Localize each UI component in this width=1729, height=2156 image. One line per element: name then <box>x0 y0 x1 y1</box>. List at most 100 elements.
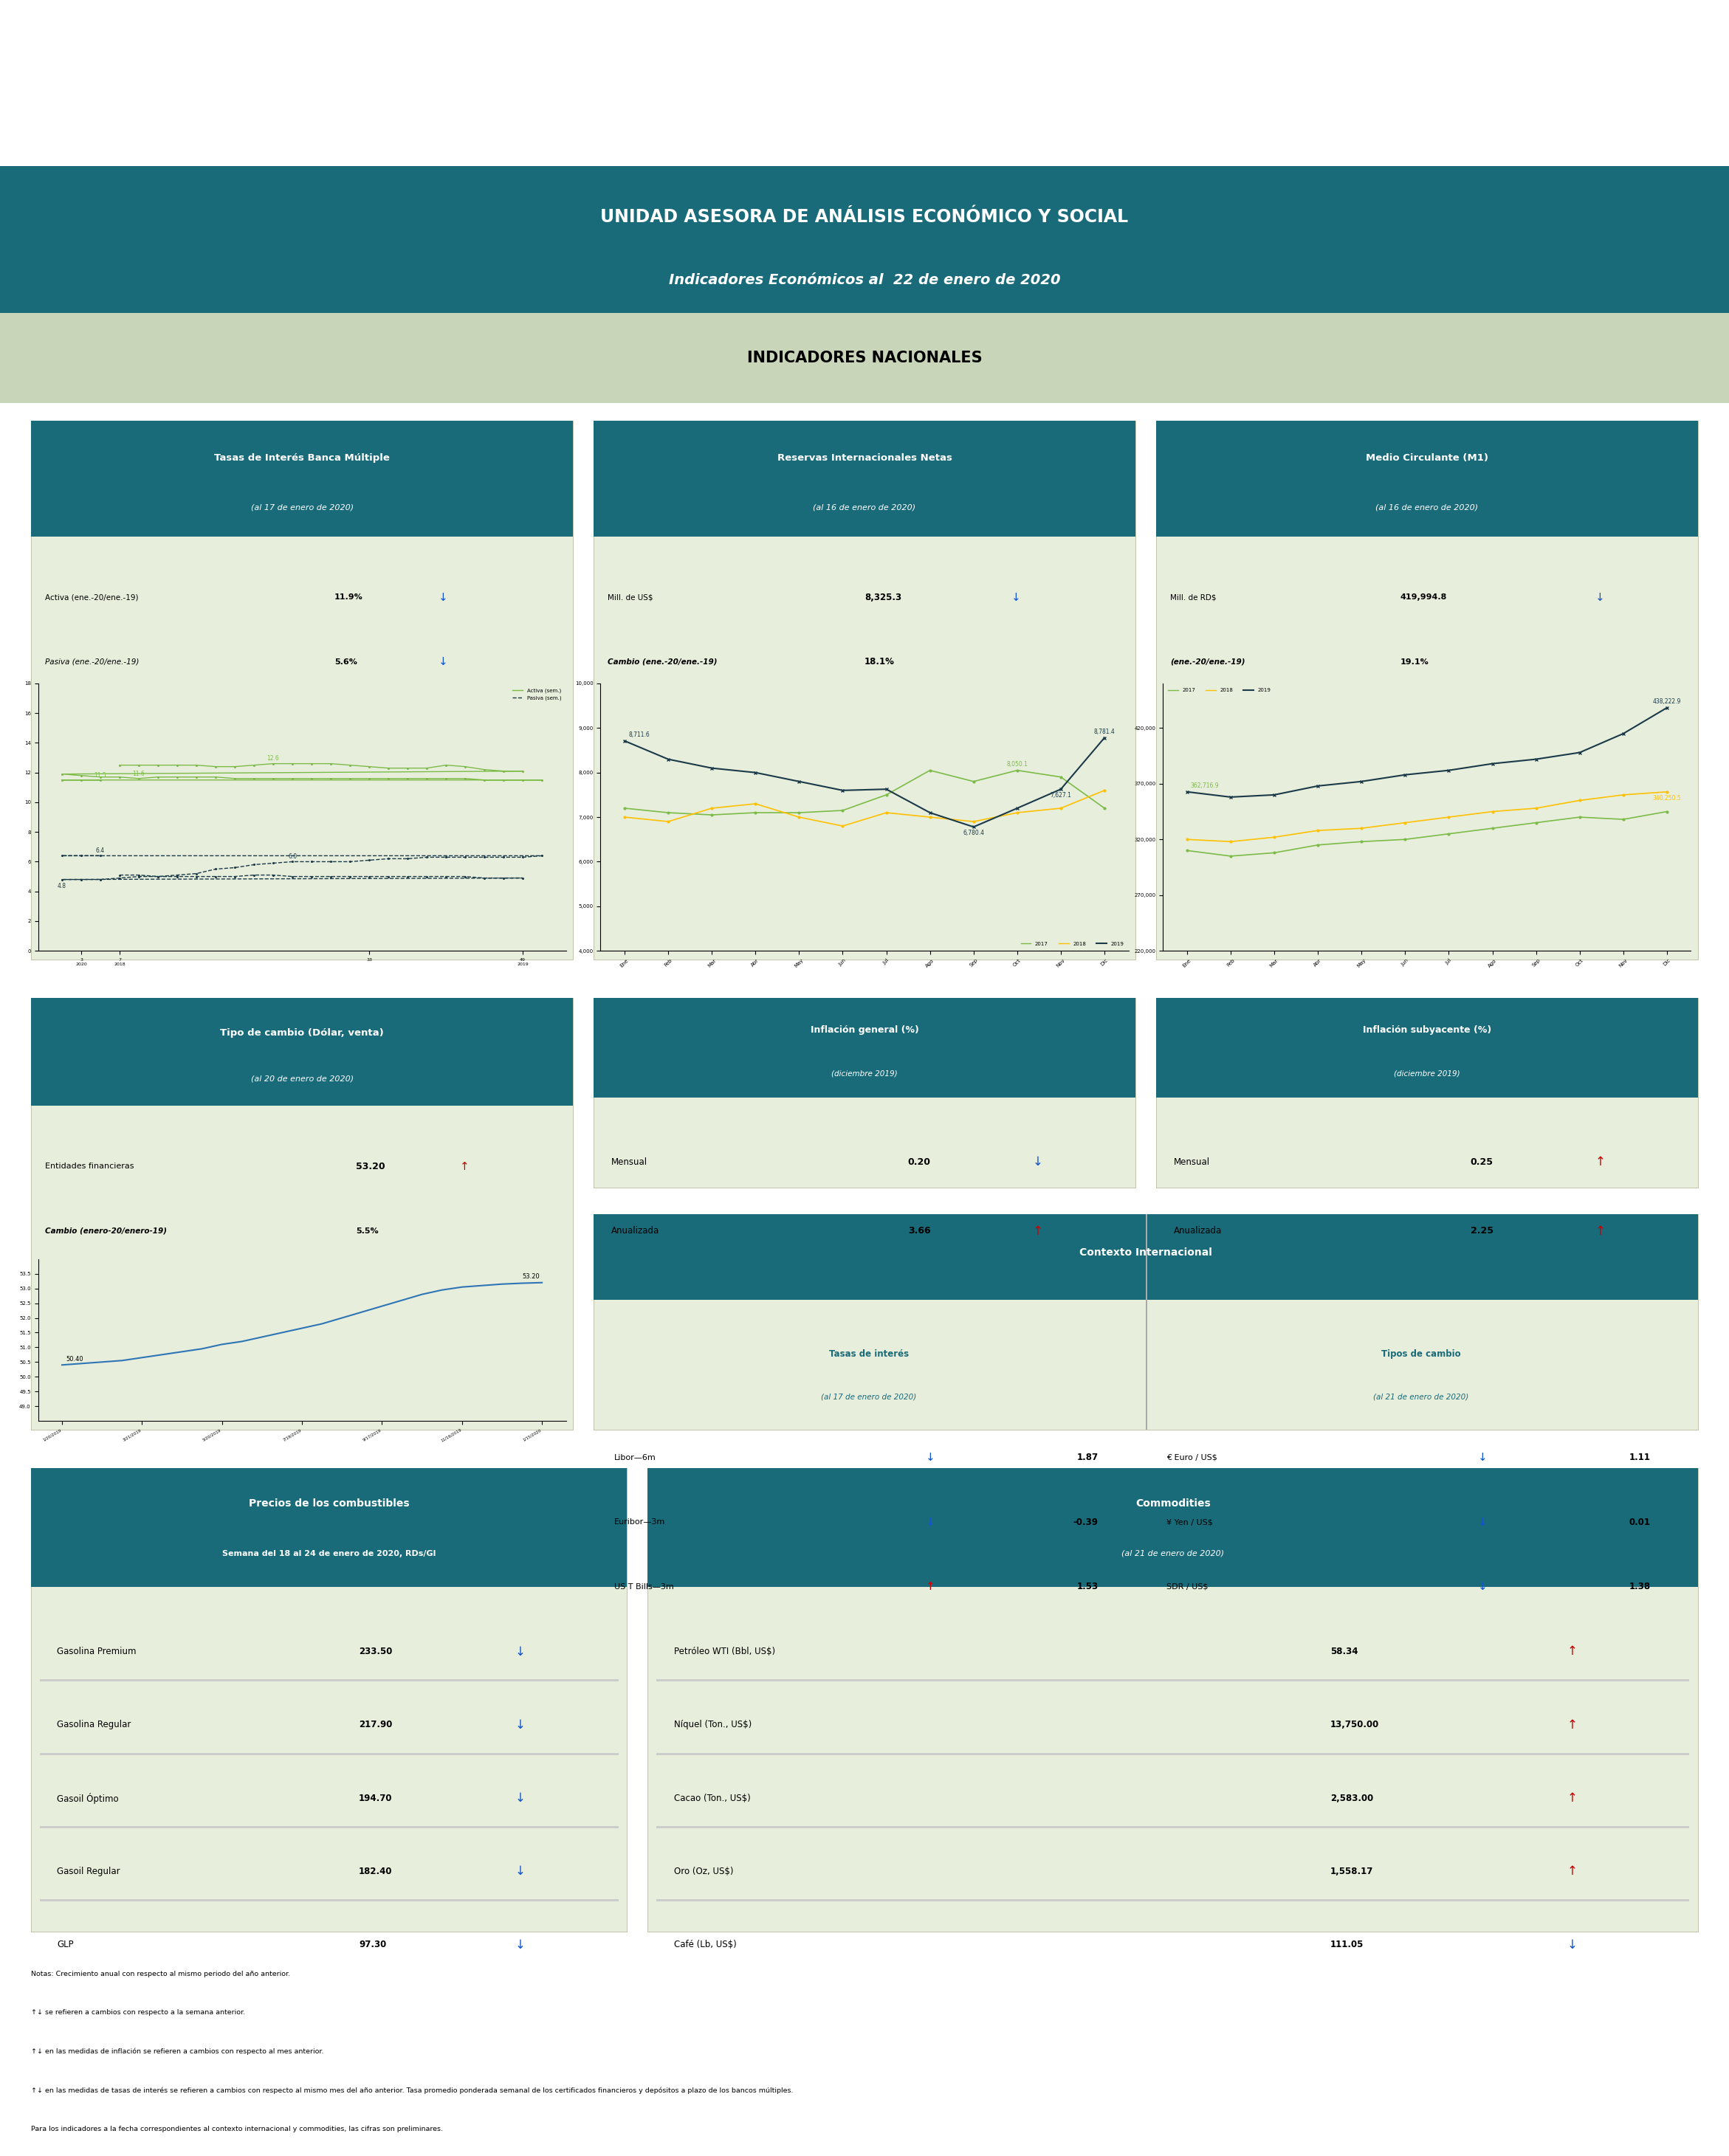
Text: Gasoil Óptimo: Gasoil Óptimo <box>57 1792 119 1805</box>
Text: 58.34: 58.34 <box>1330 1647 1357 1656</box>
Text: 6,780.4: 6,780.4 <box>963 830 984 837</box>
Text: (al 17 de enero de 2020): (al 17 de enero de 2020) <box>821 1393 916 1401</box>
Text: 1.38: 1.38 <box>1629 1583 1649 1591</box>
Text: SDR / US$: SDR / US$ <box>1167 1583 1209 1591</box>
Text: Commodities: Commodities <box>1136 1498 1210 1509</box>
Bar <box>657 1680 1689 1682</box>
Text: ¥ Yen / US$: ¥ Yen / US$ <box>1167 1518 1212 1526</box>
Text: ↑: ↑ <box>1596 1225 1606 1238</box>
Bar <box>593 420 1136 959</box>
Text: ↑: ↑ <box>1566 1792 1577 1805</box>
Text: Reservas Internacionales Netas: Reservas Internacionales Netas <box>776 453 953 464</box>
Bar <box>0 166 1729 313</box>
Bar <box>1157 420 1698 537</box>
Text: 11.6: 11.6 <box>133 770 145 776</box>
Text: ↑↓ en las medidas de inflación se refieren a cambios con respecto al mes anterio: ↑↓ en las medidas de inflación se refier… <box>31 2048 323 2055</box>
Text: Petróleo WTI (Bbl, US$): Petróleo WTI (Bbl, US$) <box>674 1647 775 1656</box>
Bar <box>1157 420 1698 959</box>
Text: 1.87: 1.87 <box>1077 1453 1098 1462</box>
Text: 8,050.1: 8,050.1 <box>1006 761 1027 768</box>
Text: Libor—6m: Libor—6m <box>614 1453 657 1462</box>
Text: 6.0: 6.0 <box>289 854 297 860</box>
Text: 97.30: 97.30 <box>360 1940 386 1949</box>
Text: € Euro / US$: € Euro / US$ <box>1167 1453 1217 1462</box>
Bar <box>593 998 1136 1097</box>
Text: (al 17 de enero de 2020): (al 17 de enero de 2020) <box>251 505 353 511</box>
Text: GLP: GLP <box>57 1940 74 1949</box>
Text: 8,325.3: 8,325.3 <box>864 593 901 602</box>
Text: Notas: Crecimiento anual con respecto al mismo periodo del año anterior.: Notas: Crecimiento anual con respecto al… <box>31 1971 290 1977</box>
Legend: 2017, 2018, 2019: 2017, 2018, 2019 <box>1018 940 1126 949</box>
Text: Precios de los combustibles: Precios de los combustibles <box>249 1498 410 1509</box>
Text: INDICADORES NACIONALES: INDICADORES NACIONALES <box>747 351 982 364</box>
Text: Entidades financieras: Entidades financieras <box>45 1162 133 1171</box>
Text: 6.4: 6.4 <box>95 847 105 854</box>
Text: ↓: ↓ <box>437 591 448 604</box>
Text: Cambio (enero-20/enero-19): Cambio (enero-20/enero-19) <box>45 1227 166 1235</box>
Text: Inflación subyacente (%): Inflación subyacente (%) <box>1362 1024 1492 1035</box>
Text: 217.90: 217.90 <box>360 1720 392 1729</box>
Text: 53.20: 53.20 <box>356 1162 386 1171</box>
Bar <box>1157 998 1698 1097</box>
Bar <box>593 420 1136 537</box>
Text: Mill. de US$: Mill. de US$ <box>607 593 654 602</box>
Text: ↑: ↑ <box>1566 1645 1577 1658</box>
Text: 194.70: 194.70 <box>360 1794 392 1802</box>
Text: Inflación general (%): Inflación general (%) <box>811 1024 918 1035</box>
Text: ↓: ↓ <box>515 1792 526 1805</box>
Text: 1,558.17: 1,558.17 <box>1330 1867 1373 1876</box>
Text: 50.40: 50.40 <box>66 1356 83 1363</box>
Text: ↓: ↓ <box>515 1645 526 1658</box>
Legend: 2017, 2018, 2019: 2017, 2018, 2019 <box>1165 686 1273 694</box>
Text: Medio Circulante (M1): Medio Circulante (M1) <box>1366 453 1489 464</box>
Bar <box>648 1468 1698 1587</box>
Text: Tasas de interés: Tasas de interés <box>830 1350 909 1358</box>
Text: 362,716.9: 362,716.9 <box>1190 783 1219 789</box>
Text: ↑↓ en las medidas de tasas de interés se refieren a cambios con respecto al mism: ↑↓ en las medidas de tasas de interés se… <box>31 2087 794 2093</box>
Text: (al 16 de enero de 2020): (al 16 de enero de 2020) <box>1376 505 1478 511</box>
Text: US T Bills—3m: US T Bills—3m <box>614 1583 674 1591</box>
Text: 8,781.4: 8,781.4 <box>1094 729 1115 735</box>
Text: 0.20: 0.20 <box>908 1158 930 1166</box>
Text: ↑: ↑ <box>1566 1718 1577 1731</box>
Text: (al 21 de enero de 2020): (al 21 de enero de 2020) <box>1373 1393 1470 1401</box>
Text: Pasiva (ene.-20/ene.-19): Pasiva (ene.-20/ene.-19) <box>45 658 138 666</box>
Text: 182.40: 182.40 <box>360 1867 392 1876</box>
Bar <box>648 1468 1698 1932</box>
Text: Semana del 18 al 24 de enero de 2020, RDs/Gl: Semana del 18 al 24 de enero de 2020, RD… <box>223 1550 436 1557</box>
Bar <box>31 420 572 537</box>
Bar <box>657 1753 1689 1755</box>
Text: ↑: ↑ <box>460 1160 469 1173</box>
Text: 7,627.1: 7,627.1 <box>1050 791 1072 800</box>
Bar <box>31 1468 628 1587</box>
Text: Oro (Oz, US$): Oro (Oz, US$) <box>674 1867 733 1876</box>
Text: Contexto Internacional: Contexto Internacional <box>1079 1248 1212 1257</box>
Text: 5.5%: 5.5% <box>356 1227 379 1235</box>
Text: 19.1%: 19.1% <box>1400 658 1428 666</box>
Text: (al 20 de enero de 2020): (al 20 de enero de 2020) <box>251 1076 353 1082</box>
Bar <box>593 1214 1698 1300</box>
Text: ↑: ↑ <box>925 1580 935 1593</box>
Text: ↓: ↓ <box>1478 1516 1487 1529</box>
Text: Tipos de cambio: Tipos de cambio <box>1381 1350 1461 1358</box>
Bar <box>31 420 572 959</box>
Bar <box>31 998 572 1429</box>
Text: 2.25: 2.25 <box>1470 1227 1494 1235</box>
Text: Tipo de cambio (Dólar, venta): Tipo de cambio (Dólar, venta) <box>220 1028 384 1037</box>
Text: 1.11: 1.11 <box>1629 1453 1649 1462</box>
Text: ↓: ↓ <box>1478 1451 1487 1464</box>
Text: (diciembre 2019): (diciembre 2019) <box>1394 1069 1459 1078</box>
Text: ↑: ↑ <box>1596 1156 1606 1169</box>
Text: 0.25: 0.25 <box>1470 1158 1494 1166</box>
Bar <box>593 998 1136 1188</box>
Text: Café (Lb, US$): Café (Lb, US$) <box>674 1940 737 1949</box>
Text: (al 16 de enero de 2020): (al 16 de enero de 2020) <box>813 505 916 511</box>
Text: ↓: ↓ <box>1032 1156 1043 1169</box>
Text: 3.66: 3.66 <box>908 1227 930 1235</box>
Text: ↓: ↓ <box>515 1865 526 1878</box>
Bar <box>40 1680 619 1682</box>
Bar <box>1157 998 1698 1188</box>
Text: 233.50: 233.50 <box>360 1647 392 1656</box>
Bar <box>657 1899 1689 1902</box>
Text: 11.5: 11.5 <box>95 772 107 778</box>
